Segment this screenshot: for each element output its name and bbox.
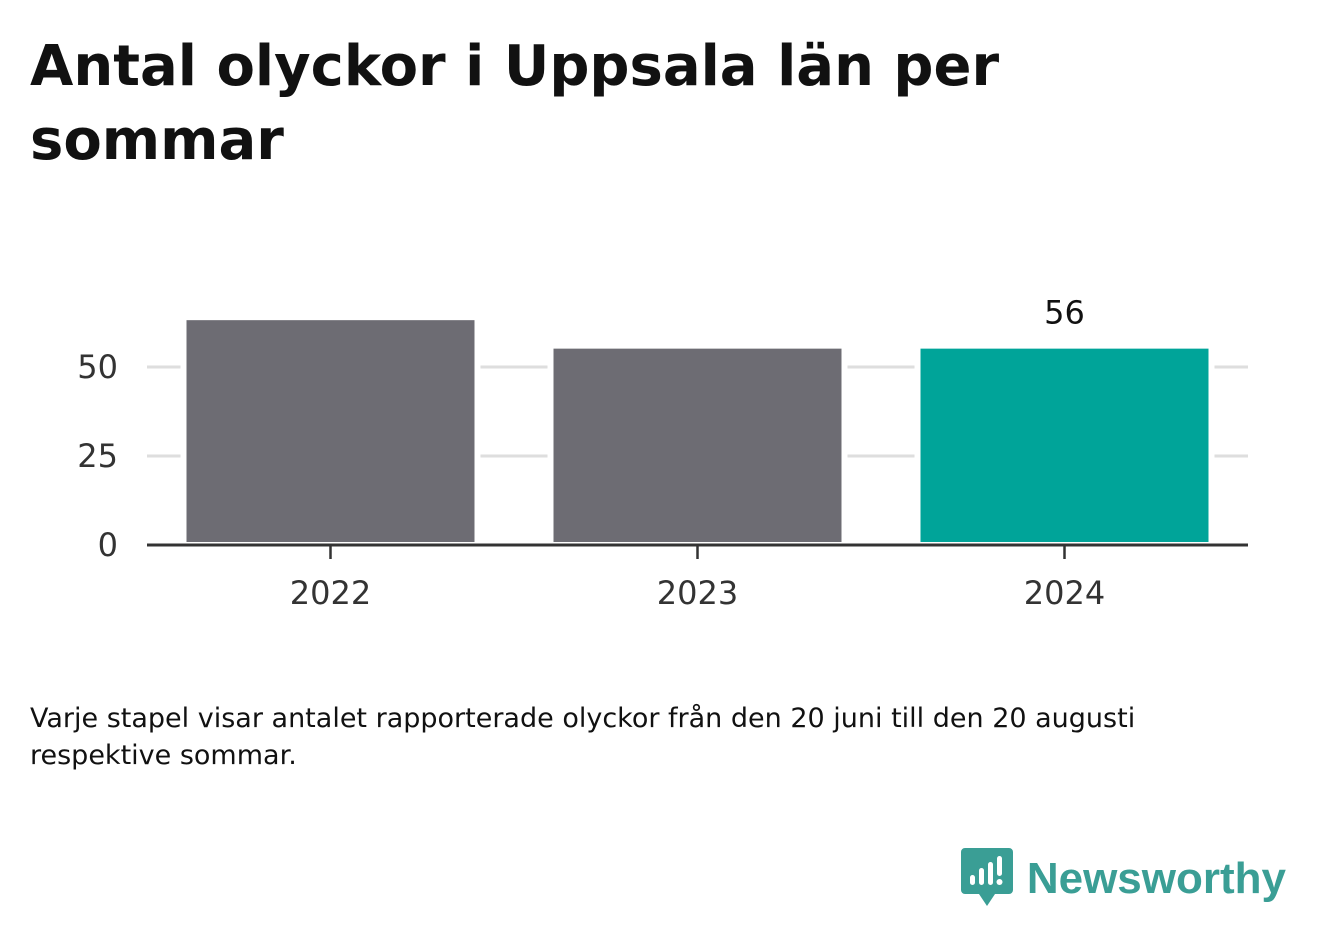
x-tick-label-2023: 2023: [657, 574, 738, 612]
chart-title: Antal olyckor i Uppsala län per sommar: [30, 34, 1000, 173]
brand-name: Newsworthy: [1026, 854, 1286, 903]
bar-2022: [180, 314, 481, 548]
bar-2023: [547, 342, 848, 549]
x-tick-label-2024: 2024: [1024, 574, 1105, 612]
data-label-2024: 56: [1044, 294, 1085, 332]
newsworthy-logo-icon: [960, 848, 1013, 906]
y-tick-label-50: 50: [77, 348, 118, 386]
x-tick-label-2022: 2022: [290, 574, 371, 612]
y-tick-label-25: 25: [77, 437, 118, 475]
chart-caption: Varje stapel visar antalet rapporterade …: [30, 703, 1136, 771]
bar-2024: [914, 342, 1215, 549]
brand-logo: Newsworthy: [960, 848, 1286, 910]
y-tick-label-0: 0: [98, 526, 118, 564]
